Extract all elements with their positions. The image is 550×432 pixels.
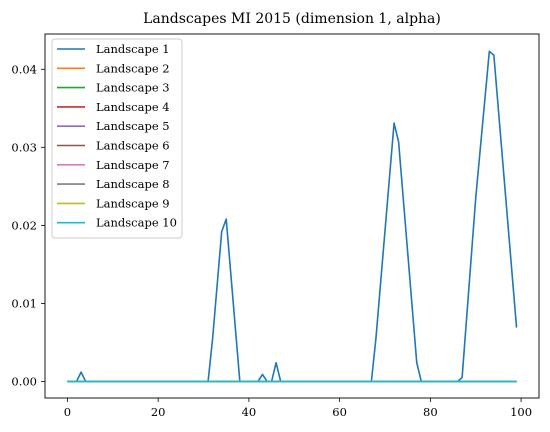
chart-title: Landscapes MI 2015 (dimension 1, alpha): [143, 11, 441, 27]
legend-entry-label: Landscape 3: [96, 81, 170, 95]
legend-entry-label: Landscape 8: [96, 177, 170, 191]
legend-entry-label: Landscape 6: [96, 139, 170, 153]
legend-entry-label: Landscape 9: [96, 196, 170, 210]
legend-entry-label: Landscape 7: [96, 158, 170, 172]
plot-area: [67, 50, 518, 383]
y-tick-label: 0.01: [11, 296, 37, 310]
y-tick-label: 0.00: [11, 374, 37, 388]
x-tick-label: 60: [332, 405, 347, 419]
legend-entry-label: Landscape 4: [96, 100, 170, 114]
y-tick-label: 0.02: [11, 218, 37, 232]
x-tick-label: 80: [423, 405, 438, 419]
x-tick-label: 40: [242, 405, 257, 419]
series-line-1: [67, 50, 518, 383]
y-tick-label: 0.04: [11, 62, 37, 76]
legend-entry-label: Landscape 2: [96, 61, 170, 75]
x-tick-label: 100: [510, 405, 532, 419]
axes-frame: [44, 33, 540, 399]
legend-entry-label: Landscape 1: [96, 42, 170, 56]
y-axis: 0.00 0.01 0.02 0.03 0.04: [11, 62, 45, 388]
x-tick-label: 20: [151, 405, 166, 419]
y-tick-label: 0.03: [11, 140, 37, 154]
legend-entry-label: Landscape 5: [96, 119, 170, 133]
x-axis: 0 20 40 60 80 100: [64, 398, 532, 419]
legend: Landscape 1 Landscape 2 Landscape 3 Landsca…: [51, 38, 183, 239]
legend-box: [51, 38, 183, 239]
legend-entry-label: Landscape 10: [96, 216, 177, 230]
x-tick-label: 0: [64, 405, 71, 419]
